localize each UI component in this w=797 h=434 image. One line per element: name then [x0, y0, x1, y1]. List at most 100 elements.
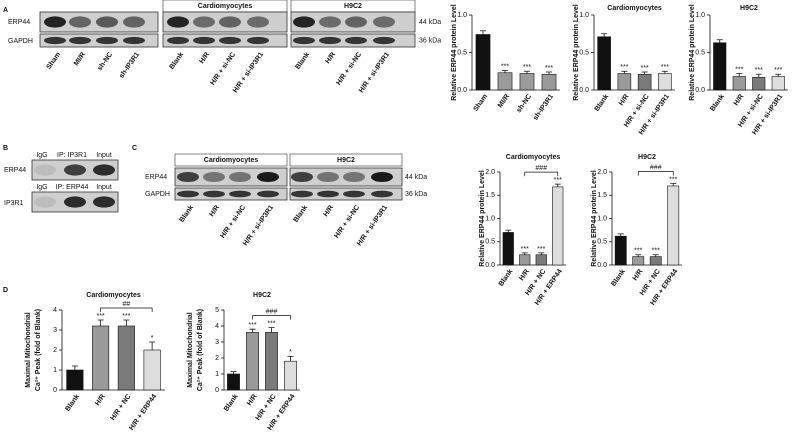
- error-bar: [287, 356, 294, 362]
- error-bar: [521, 252, 528, 255]
- y-tick-label: 0.5: [597, 239, 607, 246]
- blot-band: [319, 16, 341, 28]
- lane-label: H/R: [632, 268, 645, 282]
- y-tick-label: 2.0: [597, 169, 607, 176]
- blot-band: [193, 16, 215, 28]
- blot-band: [167, 16, 189, 28]
- y-tick-label: 1.5: [485, 192, 495, 199]
- y-tick-label: 5: [215, 307, 219, 314]
- bar: [617, 73, 632, 91]
- y-tick-label: 1: [53, 367, 57, 374]
- lane-label: H/R + si-NC: [335, 51, 363, 86]
- bracket-label: ###: [535, 165, 547, 172]
- lane-label: H/R + si-NC: [209, 51, 237, 86]
- error-bar: [480, 30, 486, 35]
- y-tick-label: 3: [215, 339, 219, 346]
- bracket-label: ###: [650, 164, 662, 171]
- lane-label: H/R: [324, 51, 337, 65]
- y-tick-label: 0.0: [579, 87, 589, 94]
- blot-band: [203, 190, 225, 198]
- lane-label: MI/R: [497, 93, 511, 109]
- group-header: H9C2: [337, 157, 355, 164]
- row-label: ERP44: [4, 167, 26, 174]
- row-label: GAPDH: [8, 38, 33, 45]
- significance-label: ***: [620, 64, 628, 71]
- error-bar: [123, 319, 130, 326]
- blot-band: [69, 16, 91, 28]
- blot-band: [64, 196, 86, 208]
- y-tick-label: 0.5: [485, 239, 495, 246]
- significance-label: ***: [652, 248, 660, 255]
- y-tick-label: 0.0: [457, 87, 467, 94]
- y-tick-label: 2: [53, 347, 57, 354]
- bar: [658, 73, 672, 91]
- blot-band: [193, 36, 215, 45]
- significance-label: *: [151, 335, 154, 342]
- bracket: [524, 171, 559, 177]
- bar: [502, 232, 514, 266]
- error-bar: [554, 183, 561, 187]
- chart-title: H9C2: [253, 292, 271, 299]
- blot-band: [96, 36, 118, 45]
- bracket-label: ###: [266, 308, 278, 315]
- lane-label: H/R + si-IP3R1: [358, 51, 391, 94]
- blot-band: [44, 16, 66, 28]
- bracket: [100, 307, 153, 312]
- blot-band: [177, 190, 199, 198]
- significance-label: ***: [755, 67, 763, 74]
- lane-label: H/R: [208, 204, 221, 218]
- row-label: IP3R1: [4, 200, 24, 207]
- blot-band: [177, 171, 199, 183]
- y-axis-label: Ca²⁺ Peak (fold of Blank): [35, 309, 42, 391]
- blot-band: [317, 171, 339, 183]
- blot-band: [371, 171, 393, 183]
- error-bar: [670, 183, 677, 186]
- error-bar: [755, 73, 762, 78]
- y-axis-label: Maximal Mitochondrial: [25, 312, 32, 388]
- y-axis-label: Relative ERP44 protein Level: [689, 4, 696, 101]
- bar: [284, 360, 297, 391]
- blot-band: [317, 190, 339, 198]
- significance-label: ***: [545, 65, 553, 72]
- header: Input: [96, 152, 112, 159]
- blot-band: [343, 190, 365, 198]
- bar: [732, 76, 746, 91]
- significance-label: ***: [537, 246, 545, 253]
- lane-label: Blank: [294, 51, 311, 71]
- bar: [637, 73, 652, 91]
- header: IP: IP3R1: [57, 152, 87, 159]
- y-tick-label: 0.0: [695, 87, 705, 94]
- significance-label: *: [289, 349, 292, 356]
- significance-label: ***: [774, 67, 782, 74]
- bar: [227, 373, 240, 391]
- lane-label: H/R + ERP44: [128, 393, 158, 432]
- y-tick-label: 0.0: [485, 262, 495, 269]
- lane-label: Blank: [292, 204, 309, 224]
- y-tick-label: 0.5: [695, 49, 705, 56]
- y-tick-label: 1.0: [695, 12, 705, 19]
- header: IP: ERP44: [56, 184, 89, 191]
- header: IgG: [36, 152, 47, 159]
- lane-label: Blank: [498, 268, 515, 288]
- blot-band: [247, 16, 269, 28]
- error-bar: [621, 70, 628, 74]
- row-label: ERP44: [8, 19, 30, 26]
- y-tick-label: 4: [215, 323, 219, 330]
- panel-label: D: [3, 287, 8, 294]
- lane-label: MI/R: [73, 51, 87, 67]
- chart-title: Cardiomyocytes: [506, 154, 561, 161]
- lane-label: Blank: [223, 393, 240, 413]
- significance-label: ***: [248, 322, 256, 329]
- lane-label: H/R + si-IP3R1: [232, 51, 265, 94]
- lane-label: H/R: [94, 393, 107, 407]
- bar: [771, 76, 785, 91]
- row-label: ERP44: [145, 174, 167, 181]
- y-tick-label: 0.5: [579, 49, 589, 56]
- error-bar: [661, 70, 668, 74]
- lane-label: Blank: [610, 268, 627, 288]
- bar: [649, 256, 662, 266]
- panel-label: C: [132, 145, 137, 152]
- blot-band: [123, 16, 145, 28]
- lane-label: H/R: [618, 93, 631, 107]
